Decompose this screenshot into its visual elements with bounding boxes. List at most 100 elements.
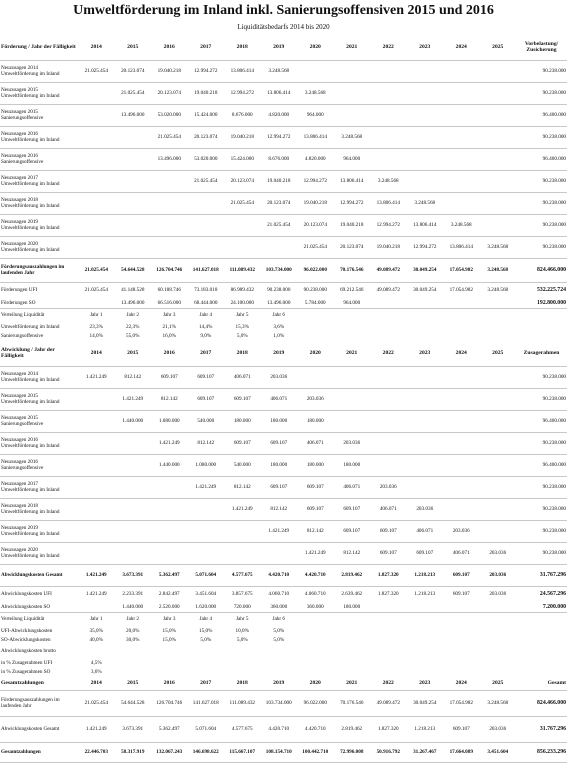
year-cell: [114, 148, 151, 171]
total-cell: [516, 626, 567, 635]
year-cell: [370, 82, 407, 105]
year-cell: 1.421.249: [85, 591, 107, 598]
year-cell: [114, 476, 151, 499]
year-cell: 1.421.249: [151, 432, 188, 455]
table-row: Verteilung Liquidität Jahr 1 Jahr 2 Jahr 3 J…: [0, 308, 567, 322]
year-cell: 8.676.000: [224, 104, 261, 127]
year-cell: 1.218.213: [406, 716, 443, 743]
year-cell: [297, 626, 334, 635]
year-cell: [443, 432, 480, 455]
year-cell: 70.176.546: [333, 258, 370, 283]
year-cell: [479, 170, 516, 193]
year-cell: 13.806.414: [370, 192, 407, 215]
year-cell: [261, 658, 298, 667]
year-cell: 60.188.746: [157, 287, 181, 294]
total-cell: [516, 308, 567, 322]
year-cell: [370, 454, 407, 477]
year-cell: 3.248.568: [370, 170, 407, 193]
row-label: Neuzusagen 2016 Umweltförderung im Inland: [0, 432, 78, 455]
year-cell: 4,5%: [90, 659, 102, 666]
year-cell: 2014: [78, 34, 115, 61]
year-cell: [334, 612, 371, 626]
table-row: Neuzusagen 2015 Sanierungsoffensive 13.496…: [0, 104, 567, 127]
year-cell: 12.994.272: [370, 214, 407, 237]
year-cell: 2019: [260, 34, 297, 61]
year-cell: [479, 520, 516, 543]
year-cell: 203.036: [370, 476, 407, 499]
year-cell: 2016: [151, 34, 188, 61]
label-line: Neuzusagen 2016: [1, 153, 39, 159]
year-cell: 203.036: [479, 542, 516, 565]
year-cell: [443, 454, 480, 477]
table-row: in % Zusagerahmen UFI 4,5%: [0, 658, 567, 667]
label-line: Neuzusagen 2015: [1, 393, 39, 399]
year-cell: [78, 410, 115, 433]
table-row: Neuzusagen 2016 Sanierungsoffensive 13.496…: [0, 148, 567, 171]
year-cell: 2.819.462: [333, 564, 370, 587]
year-cell: [297, 322, 334, 331]
year-cell: 3.248.568: [333, 126, 370, 149]
row-label: Neuzusagen 2017 Umweltförderung im Inland: [0, 170, 78, 193]
year-cell: [224, 236, 261, 259]
year-cell: 141.627.018: [187, 258, 224, 283]
year-cell: [334, 635, 371, 644]
year-cell: 12.994.272: [406, 236, 443, 259]
year-cell: [114, 542, 151, 565]
row-label: Neuzusagen 2014 Umweltförderung im Inland: [0, 366, 78, 389]
total-cell: 90.238.000: [516, 170, 567, 193]
year-cell: 812.142: [114, 366, 151, 389]
total-cell: 90.238.000: [516, 542, 567, 565]
year-cell: 55,0%: [126, 332, 140, 339]
label-line: Neuzusagen 2018: [1, 197, 39, 203]
year-cell: [370, 331, 407, 340]
year-cell: [370, 388, 407, 411]
year-cell: 4.577.675: [224, 564, 261, 587]
year-cell: [151, 658, 188, 667]
year-cell: [78, 542, 115, 565]
label-line: Umweltförderung im Inland: [1, 181, 60, 187]
year-cell: [443, 322, 480, 331]
year-cell: 609.107: [224, 432, 261, 455]
year-cell: [114, 432, 151, 455]
year-cell: 4.420.710: [260, 564, 297, 587]
year-cell: [114, 214, 151, 237]
row-label: Neuzusagen 2020 Umweltförderung im Inland: [0, 542, 78, 565]
year-cell: 2.520.000: [151, 602, 188, 613]
total-cell: 96.400.000: [516, 454, 567, 477]
year-cell: 812.142: [224, 476, 261, 499]
year-cell: 69.212.546: [340, 287, 364, 294]
year-cell: [187, 498, 224, 521]
year-cell: 3.248.568: [479, 690, 516, 717]
year-cell: [297, 635, 334, 644]
year-cell: 406.071: [443, 542, 480, 565]
year-cell: [370, 104, 407, 127]
table-row: Neuzusagen 2020 Umweltförderung im Inland…: [0, 236, 567, 259]
year-cell: 1.421.249: [224, 498, 261, 521]
year-cell: 115.667.107: [224, 742, 261, 763]
label-line: Neuzusagen 2016: [1, 459, 39, 465]
year-cell: [297, 366, 334, 389]
total-cell: 90.238.000: [516, 366, 567, 389]
year-cell: [297, 644, 334, 658]
year-cell: [334, 626, 371, 635]
year-cell: 30.049.254: [406, 258, 443, 283]
year-cell: 68.444.000: [187, 298, 224, 309]
row-label: Neuzusagen 2014 Umweltförderung im Inland: [0, 60, 78, 83]
year-cell: 16,0%: [162, 332, 176, 339]
year-cell: 1.827.320: [377, 591, 399, 598]
table-row: Abwicklungskosten Gesamt 1.421.249 3.673.3…: [0, 716, 567, 743]
year-cell: 21.025.454: [260, 214, 297, 237]
year-cell: [297, 667, 334, 676]
total-cell: Zusagerahmen: [516, 340, 567, 367]
year-cell: [480, 331, 517, 340]
year-cell: 203.036: [297, 388, 334, 411]
year-cell: [407, 331, 444, 340]
year-cell: [370, 308, 407, 322]
year-cell: 96.022.000: [297, 258, 334, 283]
year-cell: 111.089.432: [224, 258, 261, 283]
total-cell: 31.767.296: [516, 564, 567, 587]
year-cell: 203.036: [333, 432, 370, 455]
year-cell: 609.107: [443, 564, 480, 587]
row-label: UFI-Abwicklungskosten: [1, 627, 53, 634]
